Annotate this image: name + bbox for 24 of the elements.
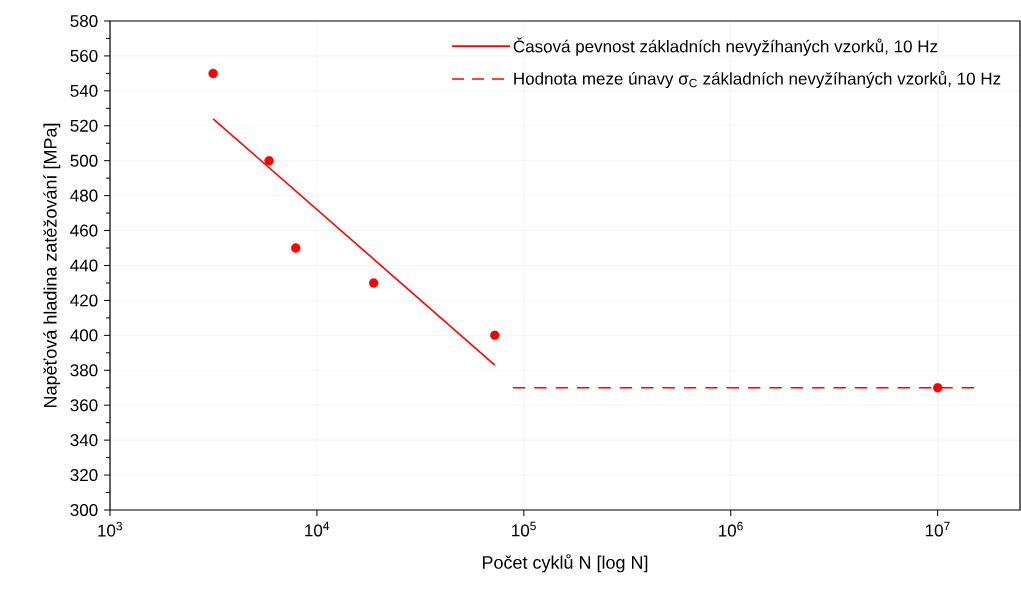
x-tick-label: 10$^{7}$ xyxy=(925,521,950,537)
y-tick-label: 520 xyxy=(70,119,98,132)
y-tick-label: 400 xyxy=(70,329,98,342)
x-axis-title: Počet cyklů N [log N] xyxy=(482,554,648,573)
x-tick-label: 10$^{5}$ xyxy=(512,521,536,537)
y-tick-label: 300 xyxy=(70,503,98,517)
y-tick-label: 580 xyxy=(70,14,98,28)
legend-label: Časová pevnost základních nevyžíhaných vzorků, 10 Hz xyxy=(513,37,938,56)
x-tick-label: 10$^{3}$ xyxy=(98,521,123,537)
y-tick-label: 360 xyxy=(70,399,98,412)
y-tick-label: 500 xyxy=(70,154,98,167)
y-tick-label: 460 xyxy=(70,224,98,237)
y-tick-label: 340 xyxy=(70,434,98,447)
legend-label: Hodnota meze únavy σ$_{C}$ základních nevyžíhaných vzorků, 10 Hz xyxy=(514,70,1001,89)
y-axis-title: Napěťová hladina zatěžování [MPa] xyxy=(43,123,61,407)
x-tick-label: 10$^{6}$ xyxy=(719,521,743,537)
y-tick-label: 320 xyxy=(70,469,98,482)
y-tick-label: 420 xyxy=(70,294,98,307)
y-tick-label: 480 xyxy=(70,189,98,202)
y-tick-label: 540 xyxy=(70,84,98,97)
y-tick-label: 560 xyxy=(70,49,98,62)
x-tick-label: 10$^{4}$ xyxy=(305,521,330,537)
y-tick-label: 440 xyxy=(70,259,98,272)
y-tick-label: 380 xyxy=(70,364,98,377)
